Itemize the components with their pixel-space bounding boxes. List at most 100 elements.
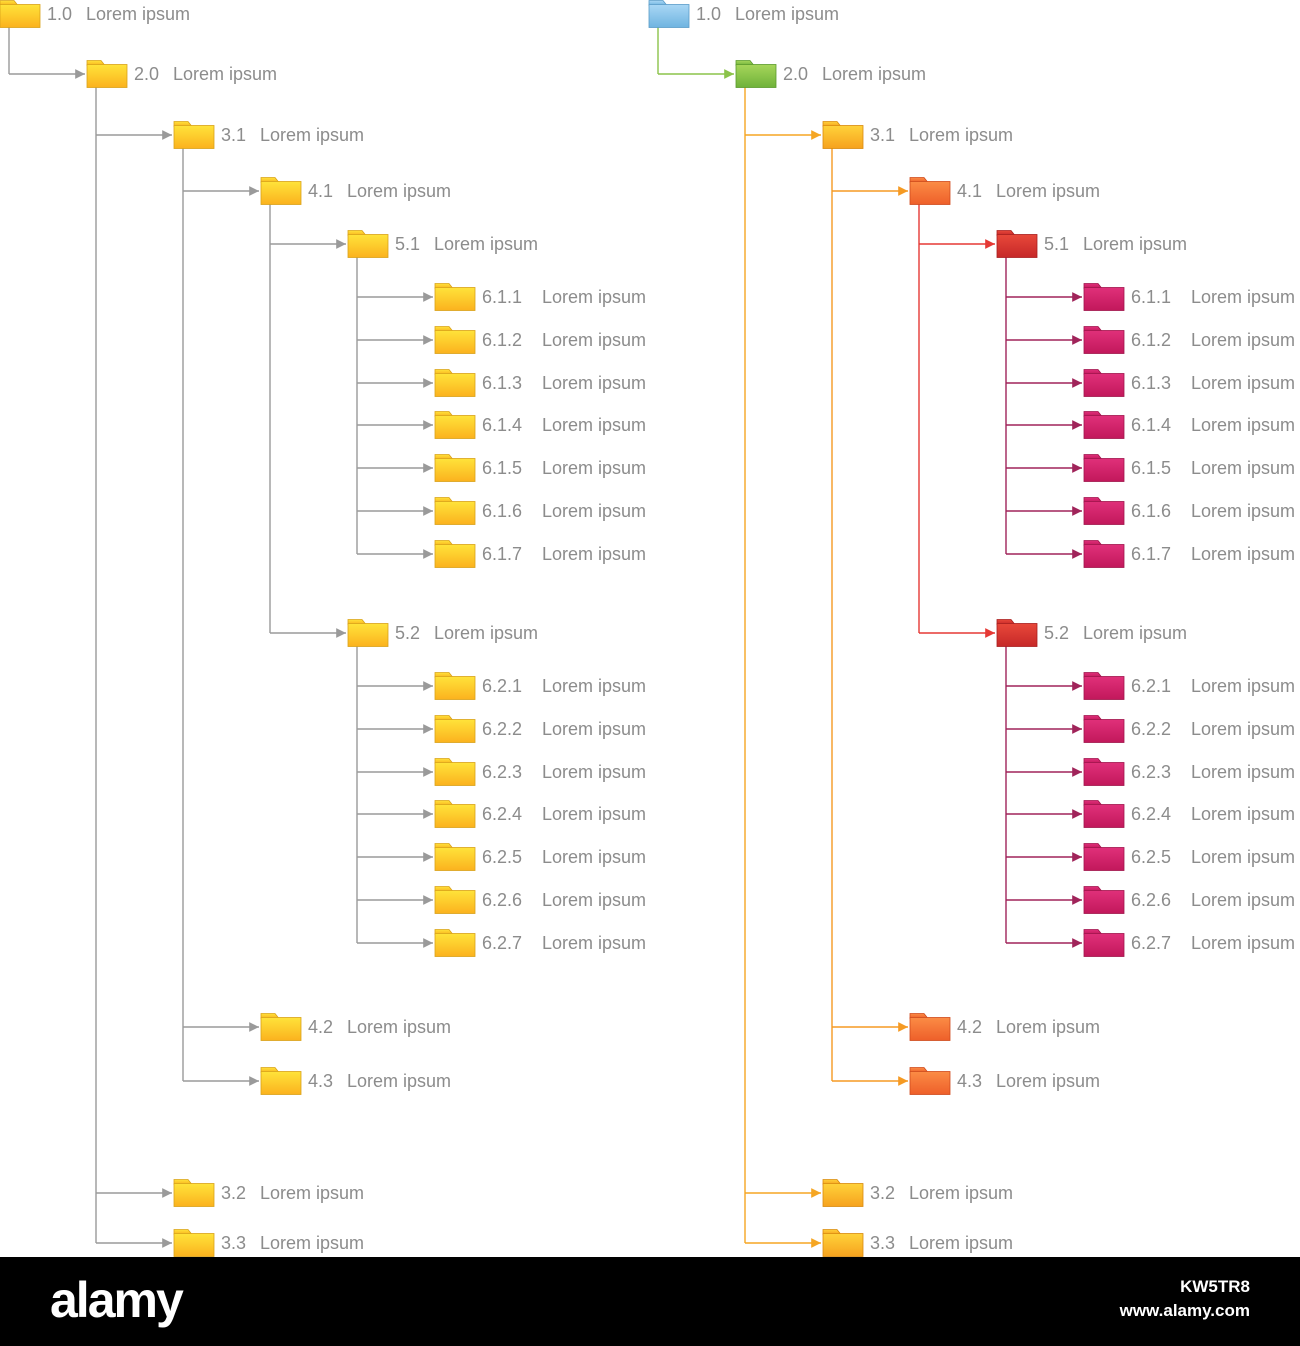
folder-icon-tree-left-3-3 [173, 1229, 215, 1257]
node-number-tree-right-4-2: 4.2 [957, 1017, 982, 1037]
folder-body [1083, 890, 1125, 914]
folder-icon-tree-right-3-3 [822, 1229, 864, 1257]
folder-body [434, 415, 476, 439]
folder-body [996, 234, 1038, 258]
folder-body [434, 804, 476, 828]
folder-body [86, 64, 128, 88]
folder-icon-tree-right-6-2-5 [1083, 843, 1125, 871]
node-label-tree-right-6-1-3: Lorem ipsum [1191, 373, 1295, 393]
node-number-tree-right-6-2-4: 6.2.4 [1131, 804, 1171, 824]
diagram-canvas: 1.0 Lorem ipsum 2.0 Lorem ipsum 3.1 Lorem ips… [0, 0, 1295, 1257]
folder-icon-tree-left-6-2-4 [434, 800, 476, 828]
folder-icon-tree-right-6-1-7 [1083, 540, 1125, 568]
image-id: KW5TR8 [1180, 1277, 1250, 1296]
folder-icon-tree-left-4-3 [260, 1067, 302, 1095]
node-number-tree-left-6-1-3: 6.1.3 [482, 373, 522, 393]
folder-icon-tree-left-1-0 [0, 0, 41, 28]
folder-icon-tree-right-1-0 [648, 0, 690, 28]
folder-body [434, 287, 476, 311]
node-number-tree-right-6-1-5: 6.1.5 [1131, 458, 1171, 478]
node-number-tree-left-6-2-1: 6.2.1 [482, 676, 522, 696]
node-number-tree-left-6-1-6: 6.1.6 [482, 501, 522, 521]
node-number-tree-right-6-1-7: 6.1.7 [1131, 544, 1171, 564]
folder-body [173, 1233, 215, 1257]
folder-icon-tree-left-6-2-2 [434, 715, 476, 743]
folder-body [648, 4, 690, 28]
node-number-tree-left-6-2-2: 6.2.2 [482, 719, 522, 739]
node-number-tree-right-3-2: 3.2 [870, 1183, 895, 1203]
folder-body [260, 1071, 302, 1095]
node-label-tree-left-4-2: Lorem ipsum [347, 1017, 451, 1037]
folder-icon-tree-left-5-1 [347, 230, 389, 258]
folder-icon-tree-right-6-2-4 [1083, 800, 1125, 828]
folder-body [1083, 330, 1125, 354]
folder-body [1083, 287, 1125, 311]
folder-icon-tree-left-2-0 [86, 60, 128, 88]
node-number-tree-left-5-1: 5.1 [395, 234, 420, 254]
node-label-tree-left-2-0: Lorem ipsum [173, 64, 277, 84]
folder-body [1083, 804, 1125, 828]
node-label-tree-right-6-1-7: Lorem ipsum [1191, 544, 1295, 564]
folder-body [735, 64, 777, 88]
folder-icon-tree-right-2-0 [735, 60, 777, 88]
folder-icon-tree-right-4-2 [909, 1013, 951, 1041]
folder-body [434, 501, 476, 525]
folder-icon-tree-left-6-1-5 [434, 454, 476, 482]
folder-icon-tree-left-6-2-6 [434, 886, 476, 914]
node-number-tree-right-6-1-4: 6.1.4 [1131, 415, 1171, 435]
folder-icon-tree-left-6-1-7 [434, 540, 476, 568]
folder-icon-tree-left-6-2-5 [434, 843, 476, 871]
node-label-tree-left-3-2: Lorem ipsum [260, 1183, 364, 1203]
node-label-tree-right-6-1-4: Lorem ipsum [1191, 415, 1295, 435]
node-number-tree-right-5-1: 5.1 [1044, 234, 1069, 254]
folder-icon-tree-left-6-2-3 [434, 758, 476, 786]
folder-body [173, 1183, 215, 1207]
folder-icon-tree-right-3-2 [822, 1179, 864, 1207]
folder-body [347, 623, 389, 647]
folder-body [909, 1071, 951, 1095]
folder-body [0, 4, 41, 28]
folder-body [434, 847, 476, 871]
folder-icon-tree-left-6-1-3 [434, 369, 476, 397]
node-number-tree-left-2-0: 2.0 [134, 64, 159, 84]
folder-body [434, 762, 476, 786]
node-label-tree-left-6-2-5: Lorem ipsum [542, 847, 646, 867]
folder-icon-tree-right-6-1-1 [1083, 283, 1125, 311]
node-number-tree-left-3-1: 3.1 [221, 125, 246, 145]
node-label-tree-left-3-1: Lorem ipsum [260, 125, 364, 145]
folder-tree-diagram: 1.0 Lorem ipsum 2.0 Lorem ipsum 3.1 Lorem ips… [0, 0, 1295, 1257]
node-label-tree-left-6-1-3: Lorem ipsum [542, 373, 646, 393]
node-number-tree-right-6-2-2: 6.2.2 [1131, 719, 1171, 739]
node-number-tree-right-4-1: 4.1 [957, 181, 982, 201]
node-label-tree-left-6-2-6: Lorem ipsum [542, 890, 646, 910]
node-label-tree-left-4-3: Lorem ipsum [347, 1071, 451, 1091]
folder-icon-tree-right-6-1-6 [1083, 497, 1125, 525]
folder-body [996, 623, 1038, 647]
folder-body [434, 719, 476, 743]
folder-icon-tree-right-6-2-6 [1083, 886, 1125, 914]
node-label-tree-right-6-1-2: Lorem ipsum [1191, 330, 1295, 350]
node-label-tree-left-6-1-1: Lorem ipsum [542, 287, 646, 307]
folder-body [1083, 762, 1125, 786]
folder-icon-tree-right-6-2-1 [1083, 672, 1125, 700]
node-label-tree-left-6-1-6: Lorem ipsum [542, 501, 646, 521]
node-label-tree-right-2-0: Lorem ipsum [822, 64, 926, 84]
folder-nodes: 1.0 Lorem ipsum 2.0 Lorem ipsum 3.1 Lorem ips… [0, 0, 1295, 1257]
node-number-tree-right-6-1-1: 6.1.1 [1131, 287, 1171, 307]
node-number-tree-left-4-2: 4.2 [308, 1017, 333, 1037]
folder-icon-tree-left-6-1-2 [434, 326, 476, 354]
folder-icon-tree-left-6-2-1 [434, 672, 476, 700]
folder-icon-tree-right-6-1-2 [1083, 326, 1125, 354]
folder-body [434, 330, 476, 354]
node-label-tree-left-6-2-2: Lorem ipsum [542, 719, 646, 739]
node-number-tree-left-3-2: 3.2 [221, 1183, 246, 1203]
node-label-tree-right-4-3: Lorem ipsum [996, 1071, 1100, 1091]
folder-icon-tree-left-6-1-1 [434, 283, 476, 311]
folder-icon-tree-right-6-2-3 [1083, 758, 1125, 786]
node-number-tree-left-6-2-5: 6.2.5 [482, 847, 522, 867]
node-label-tree-left-5-2: Lorem ipsum [434, 623, 538, 643]
folder-icon-tree-left-4-2 [260, 1013, 302, 1041]
node-label-tree-left-6-2-1: Lorem ipsum [542, 676, 646, 696]
folder-body [434, 373, 476, 397]
node-number-tree-right-6-2-5: 6.2.5 [1131, 847, 1171, 867]
